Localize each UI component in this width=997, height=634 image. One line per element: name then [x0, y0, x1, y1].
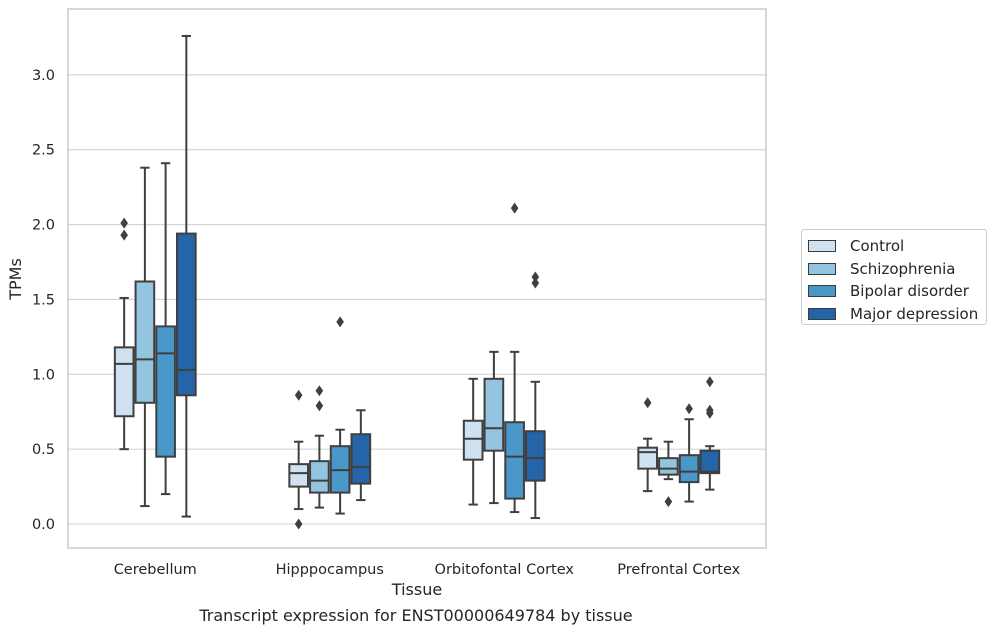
y-tick-label: 1.5 [32, 292, 55, 308]
box-major-depression [699, 376, 721, 491]
iqr-box [504, 421, 525, 500]
box-control [462, 377, 484, 506]
legend-label: Major depression [850, 304, 979, 323]
legend-label: Control [850, 237, 905, 256]
y-axis-label: TPMs [6, 258, 25, 301]
outlier-point [120, 217, 128, 229]
outlier-point [510, 202, 519, 214]
outlier-point [294, 518, 303, 530]
outlier-point [294, 389, 303, 401]
iqr-box [637, 446, 658, 470]
box-major-depression [525, 271, 546, 520]
legend: Control Schizophrenia Bipolar disorder Majo… [801, 229, 987, 325]
legend-item: Bipolar disorder [808, 280, 986, 303]
box-control [113, 217, 135, 451]
outlier-point [120, 229, 128, 241]
chart-caption: Transcript expression for ENST0000064978… [199, 606, 633, 625]
outlier-point [643, 397, 652, 409]
box-bipolar-disorder [678, 403, 700, 503]
legend-item: Major depression [808, 303, 986, 326]
iqr-box [658, 457, 679, 476]
iqr-box [309, 460, 330, 494]
outlier-point [531, 271, 540, 283]
iqr-box [699, 449, 721, 475]
legend-item: Control [808, 235, 986, 258]
iqr-box [155, 325, 176, 458]
box-plots [113, 34, 721, 530]
plot-frame [67, 8, 767, 549]
x-tick-labels: Cerebellum Hipppocampus Orbitofontal Corte… [114, 562, 741, 578]
box-schizophrenia [134, 166, 156, 508]
outlier-point [664, 496, 673, 508]
y-tick-labels: 0.0 0.5 1.0 1.5 2.0 2.5 3.0 [32, 68, 55, 533]
y-tick-label: 2.5 [32, 143, 55, 159]
iqr-box [350, 433, 372, 485]
x-tick-label: Orbitofontal Cortex [435, 562, 575, 578]
iqr-box [483, 377, 505, 452]
box-schizophrenia [658, 440, 679, 508]
box-bipolar-disorder [504, 202, 525, 514]
box-schizophrenia [483, 350, 505, 505]
legend-label: Schizophrenia [850, 259, 956, 278]
box-bipolar-disorder [329, 316, 351, 515]
box-major-depression [176, 34, 197, 518]
outlier-point [315, 400, 324, 412]
outlier-point [531, 277, 540, 289]
outlier-point [336, 316, 344, 328]
box-control [288, 389, 309, 530]
legend-swatch [808, 262, 836, 275]
iqr-box [462, 419, 484, 461]
x-tick-label: Cerebellum [114, 562, 197, 578]
outlier-point [685, 403, 693, 415]
x-tick-label: Prefrontal Cortex [617, 562, 740, 578]
legend-label: Bipolar disorder [850, 282, 969, 301]
box-major-depression [350, 409, 372, 502]
y-tick-label: 3.0 [32, 68, 55, 84]
x-tick-label: Hipppocampus [276, 562, 384, 578]
iqr-box [288, 463, 309, 488]
iqr-box [134, 280, 156, 404]
box-bipolar-disorder [155, 162, 176, 496]
legend-swatch [808, 240, 836, 253]
y-tick-label: 0.0 [32, 517, 55, 533]
y-tick-label: 1.0 [32, 367, 55, 383]
y-tick-label: 2.0 [32, 218, 55, 234]
legend-swatch [808, 285, 836, 298]
iqr-box [525, 430, 546, 482]
iqr-box [113, 346, 135, 418]
y-tick-label: 0.5 [32, 442, 55, 458]
iqr-box [176, 232, 197, 397]
outlier-point [706, 376, 714, 388]
box-control [637, 397, 658, 493]
iqr-box [678, 454, 700, 484]
box-schizophrenia [309, 385, 330, 509]
x-axis-label: Tissue [391, 580, 442, 599]
outlier-point [706, 404, 714, 416]
outlier-point [315, 385, 324, 397]
legend-item: Schizophrenia [808, 258, 986, 281]
legend-swatch [808, 307, 836, 320]
